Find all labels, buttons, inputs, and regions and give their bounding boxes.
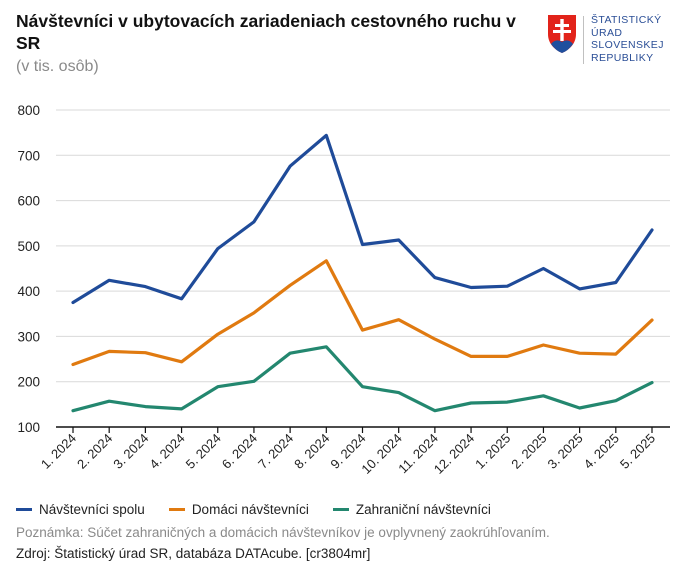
x-tick-label-12: 1. 2025 [472,431,513,472]
chart-subtitle: (v tis. osôb) [16,58,99,75]
x-tick-label-13: 2. 2025 [508,431,549,472]
x-tick-label-11: 12. 2024 [431,431,477,477]
series-line-0 [71,133,654,305]
series-line-1 [71,259,654,367]
y-tick-label-300: 300 [17,329,40,344]
y-tick-label-400: 400 [17,284,40,299]
chart-source: Zdroj: Štatistický úrad SR, databáza DAT… [16,546,371,561]
legend-item-domestic: Domáci návštevníci [168,502,309,517]
x-tick-label-2: 3. 2024 [110,431,151,472]
x-tick-label-3: 4. 2024 [146,431,187,472]
legend: Návštevníci spolu Domáci návštevníci Zah… [16,502,515,517]
legend-label-foreign: Zahraniční návštevníci [355,502,491,517]
x-tick-label-15: 4. 2025 [581,431,622,472]
y-tick-label-100: 100 [17,420,40,435]
chart-note: Poznámka: Súčet zahraničných a domácich … [16,525,550,540]
logo-line-4: REPUBLIKY [591,51,654,64]
x-tick-label-4: 5. 2024 [183,431,224,472]
y-tick-label-500: 500 [17,239,40,254]
y-tick-label-800: 800 [17,103,40,118]
legend-swatch-total [16,508,32,511]
y-tick-label-700: 700 [17,148,40,163]
series-line-2 [71,345,654,413]
legend-item-foreign: Zahraniční návštevníci [332,502,491,517]
logo-divider [583,16,584,64]
x-tick-label-0: 1. 2024 [38,431,79,472]
legend-swatch-foreign [332,508,349,511]
x-tick-label-5: 6. 2024 [219,431,260,472]
legend-swatch-domestic [168,508,185,511]
slovak-coat-of-arms-icon [548,15,576,53]
x-tick-label-14: 3. 2025 [544,431,585,472]
x-tick-label-6: 7. 2024 [255,431,296,472]
legend-label-total: Návštevníci spolu [39,502,145,517]
x-tick-label-16: 5. 2025 [617,431,658,472]
y-tick-label-600: 600 [17,194,40,209]
logo-text: ŠTATISTICKÝ ÚRAD SLOVENSKEJ REPUBLIKY [591,14,664,64]
x-tick-label-1: 2. 2024 [74,431,115,472]
chart-title: Návštevníci v ubytovacích zariadeniach c… [16,11,516,53]
x-tick-label-7: 8. 2024 [291,431,332,472]
logo-line-2: ÚRAD [591,26,623,39]
y-tick-label-200: 200 [17,375,40,390]
legend-label-domestic: Domáci návštevníci [191,502,309,517]
sosr-logo: ŠTATISTICKÝ ÚRAD SLOVENSKEJ REPUBLIKY [547,14,677,66]
x-tick-label-9: 10. 2024 [358,431,404,477]
logo-line-3: SLOVENSKEJ [591,39,664,51]
legend-item-total: Návštevníci spolu [16,502,145,517]
logo-line-1: ŠTATISTICKÝ [591,14,662,26]
